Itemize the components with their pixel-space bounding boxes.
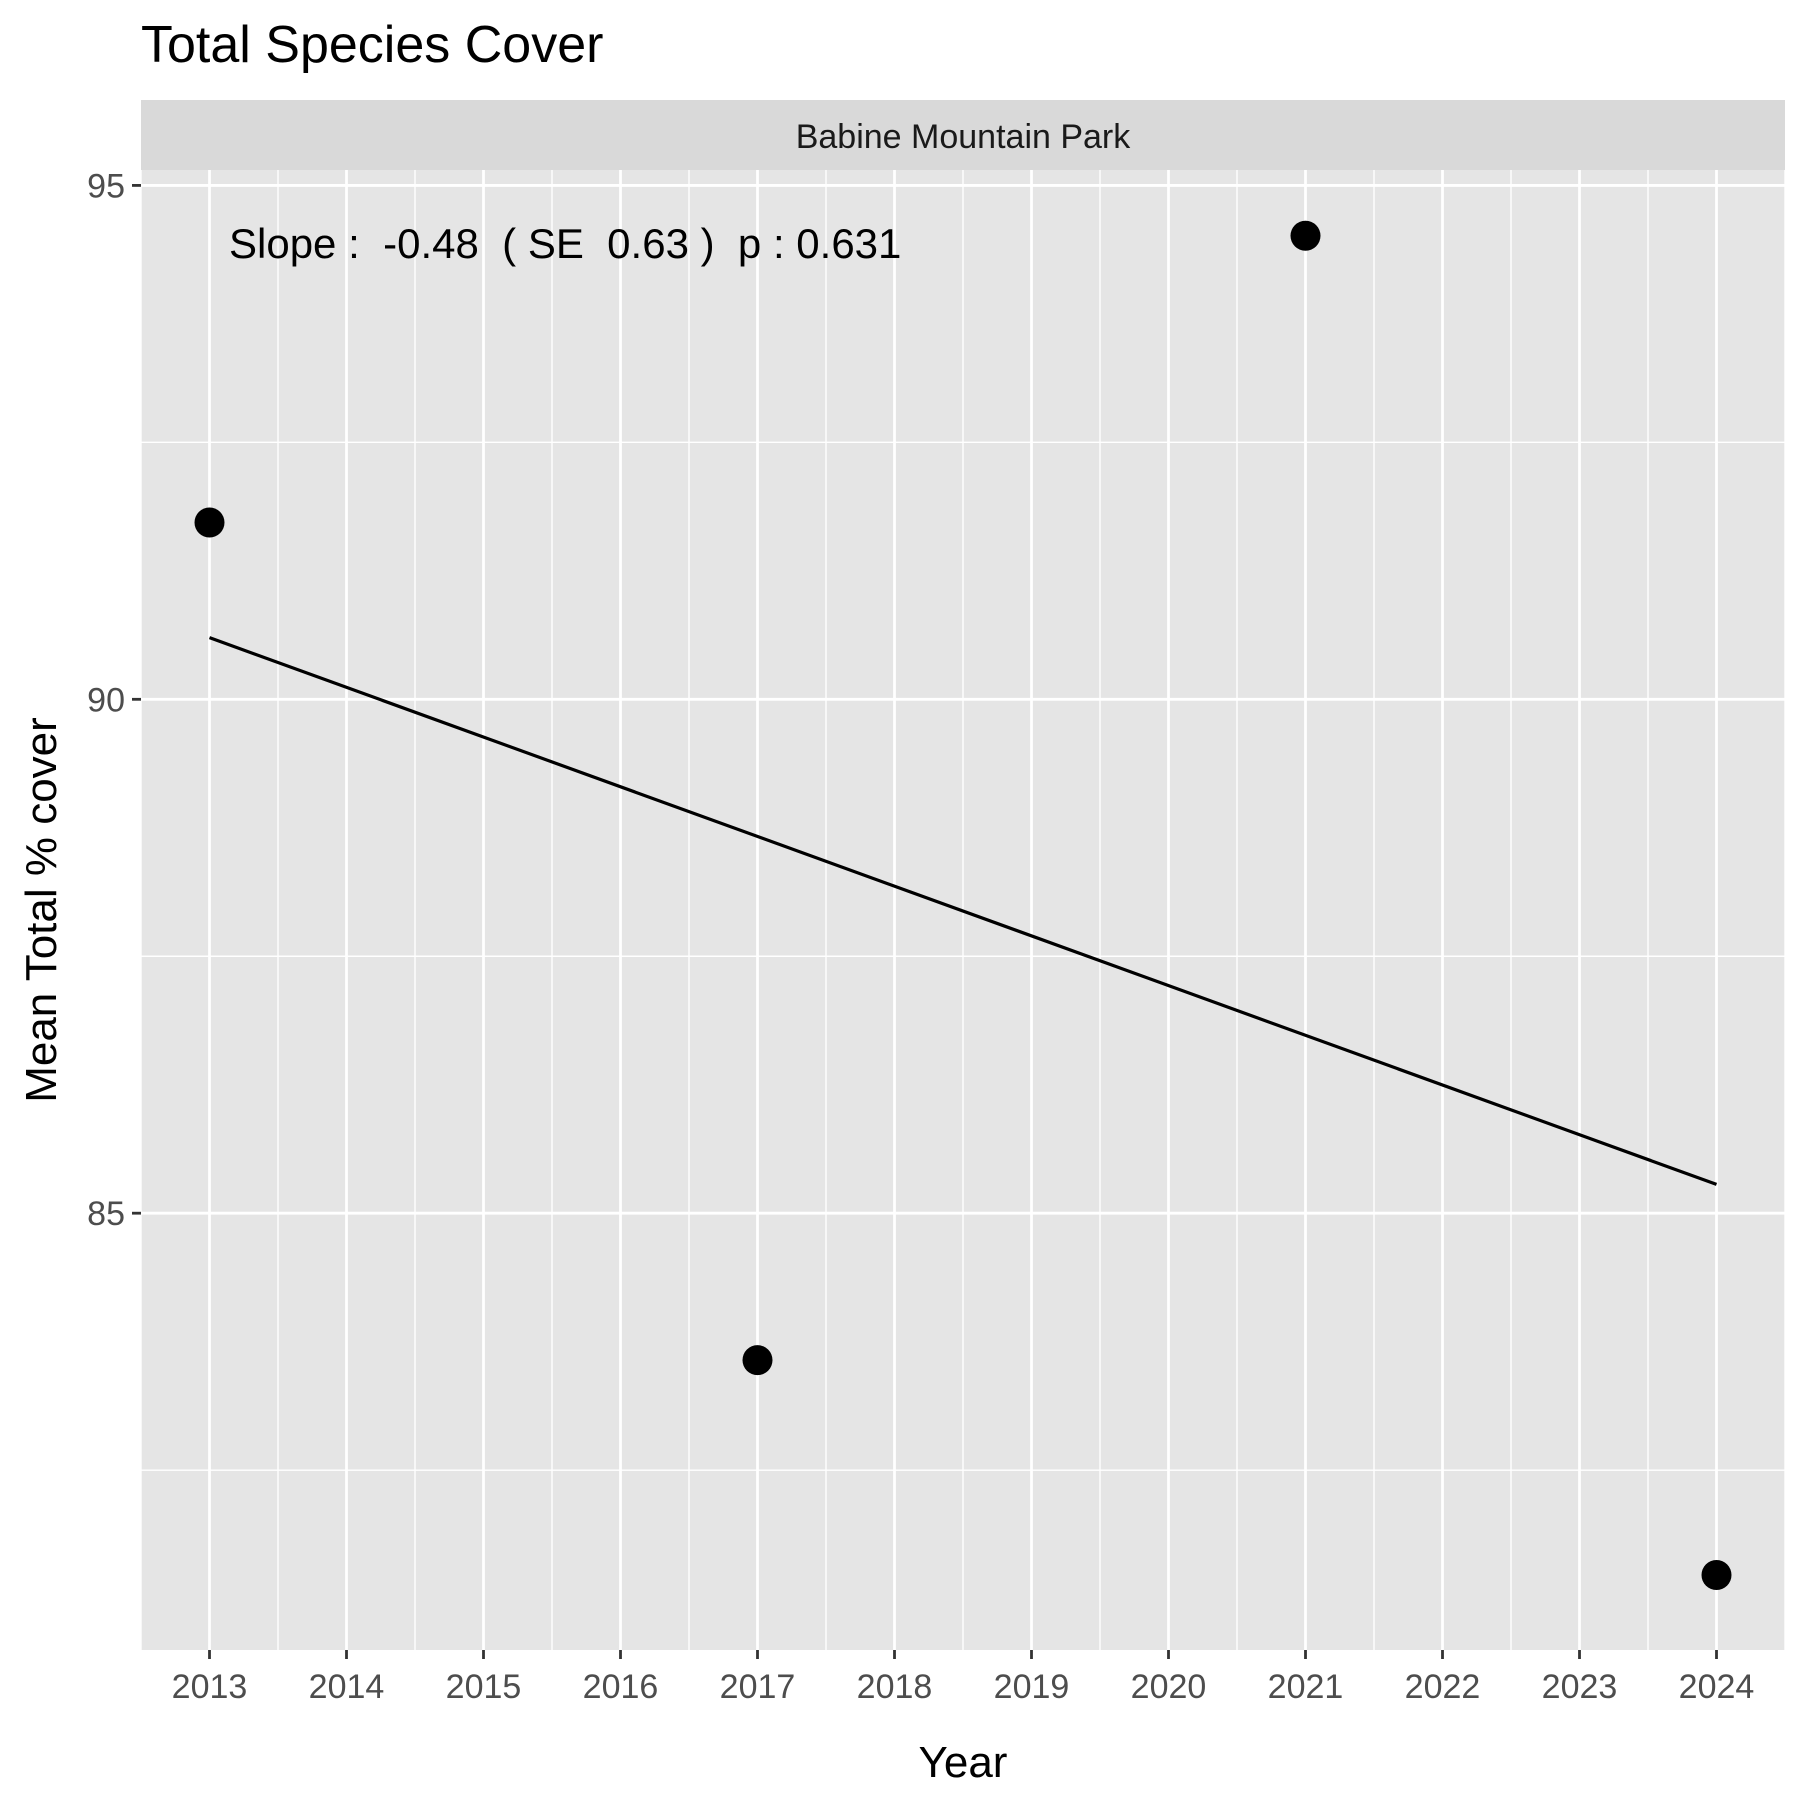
axis-ticks xyxy=(132,184,1718,1659)
tick-labels: 2013 2014 2015 2016 2017 2018 2019 2020 2021 2022… xyxy=(87,167,1754,1706)
x-tick-label: 2014 xyxy=(309,1668,385,1706)
x-tick-label: 2021 xyxy=(1268,1668,1344,1706)
trend-line-group xyxy=(208,636,1718,1186)
y-tick-label: 85 xyxy=(87,1195,125,1233)
x-tick-label: 2024 xyxy=(1679,1668,1755,1706)
x-tick-label: 2017 xyxy=(720,1668,796,1706)
y-tick-label: 95 xyxy=(87,167,125,205)
x-tick-label: 2015 xyxy=(446,1668,522,1706)
x-tick-label: 2013 xyxy=(172,1668,248,1706)
x-tick-label: 2022 xyxy=(1405,1668,1481,1706)
data-point xyxy=(1290,220,1321,251)
y-axis-title: Mean Total % cover xyxy=(17,717,66,1103)
data-point xyxy=(1701,1559,1732,1590)
facet-strip xyxy=(141,100,1785,170)
y-tick-label: 90 xyxy=(87,681,125,719)
x-tick-label: 2016 xyxy=(583,1668,659,1706)
facet-strip-label: Babine Mountain Park xyxy=(796,118,1132,156)
trend-line xyxy=(208,636,1718,1186)
data-point xyxy=(194,507,225,538)
grid-major xyxy=(141,170,1785,1650)
x-tick-label: 2019 xyxy=(994,1668,1070,1706)
x-axis-title: Year xyxy=(919,1738,1008,1787)
chart-title: Total Species Cover xyxy=(141,16,603,74)
x-tick-label: 2020 xyxy=(1131,1668,1207,1706)
x-tick-label: 2023 xyxy=(1542,1668,1618,1706)
x-tick-label: 2018 xyxy=(857,1668,933,1706)
slope-annotation: Slope : -0.48 ( SE 0.63 ) p : 0.631 xyxy=(229,220,901,267)
data-point xyxy=(742,1345,773,1376)
data-points xyxy=(194,220,1732,1590)
